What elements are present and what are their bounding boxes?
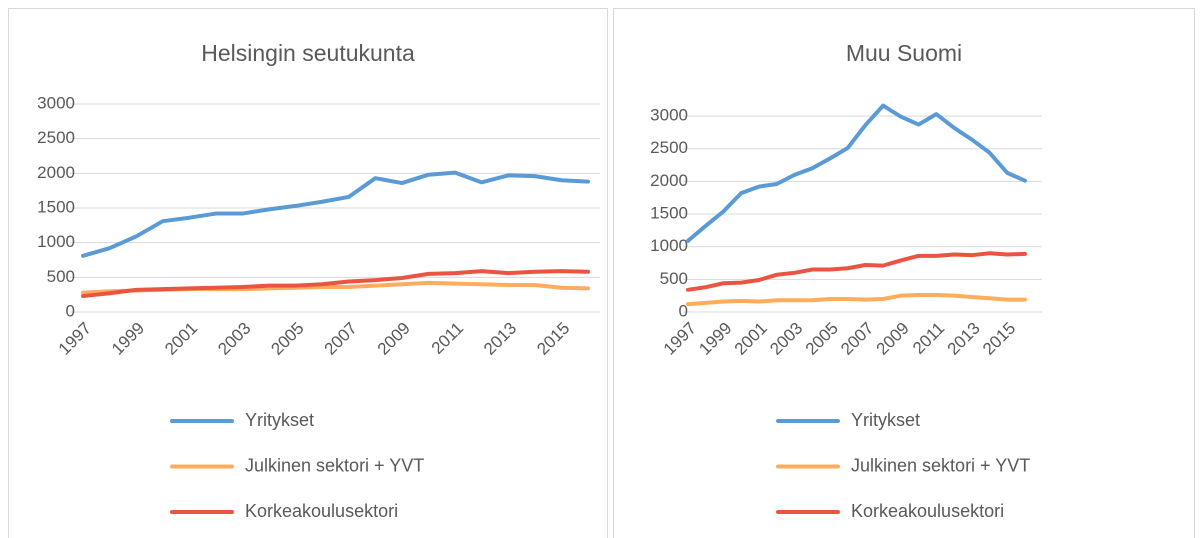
legend-label: Julkinen sektori + YVT	[851, 455, 1030, 475]
y-tick-label: 1000	[650, 236, 688, 255]
y-tick-label: 2500	[650, 138, 688, 157]
series-line	[686, 103, 1027, 243]
chart-title: Helsingin seutukunta	[201, 40, 415, 66]
y-tick-label: 1500	[650, 204, 688, 223]
y-tick-label: 1500	[37, 197, 75, 216]
legend-label: Yritykset	[245, 410, 314, 430]
series-line	[81, 170, 590, 258]
y-tick-label: 500	[47, 267, 75, 286]
legend-label: Korkeakoulusektori	[245, 501, 398, 521]
y-tick-label: 2000	[650, 171, 688, 190]
chart-title: Muu Suomi	[846, 40, 962, 66]
y-tick-label: 500	[660, 269, 688, 288]
series-line	[686, 251, 1027, 292]
series-line	[81, 269, 590, 299]
panel	[613, 8, 1195, 538]
y-tick-label: 0	[679, 301, 688, 320]
y-tick-label: 2500	[37, 128, 75, 147]
legend-label: Yritykset	[851, 410, 920, 430]
y-tick-label: 1000	[37, 232, 75, 251]
series-line	[686, 293, 1027, 307]
legend-label: Julkinen sektori + YVT	[245, 455, 424, 475]
legend-label: Korkeakoulusektori	[851, 501, 1004, 521]
y-tick-label: 3000	[650, 106, 688, 125]
y-tick-label: 0	[66, 301, 75, 320]
y-tick-label: 3000	[37, 93, 75, 112]
y-tick-label: 2000	[37, 163, 75, 182]
